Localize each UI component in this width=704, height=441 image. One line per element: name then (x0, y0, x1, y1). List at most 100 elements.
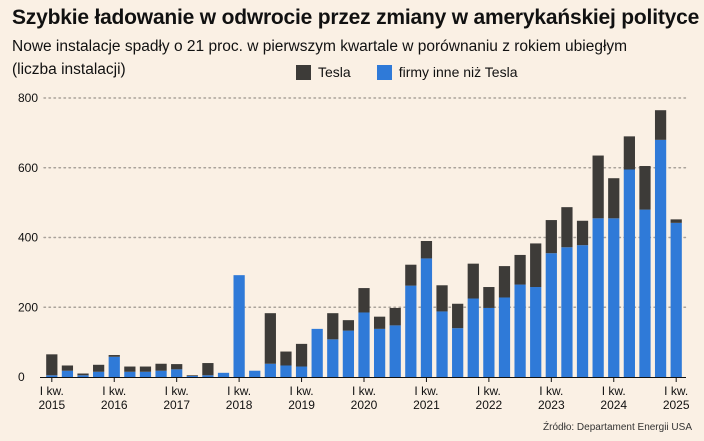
bar-tesla (452, 303, 464, 329)
bar-others (545, 253, 557, 377)
bar-others (405, 285, 417, 377)
bar-others (373, 328, 386, 377)
legend-label-tesla: Tesla (318, 64, 351, 80)
bar-others (483, 307, 495, 377)
bar-tesla (639, 166, 651, 210)
bar-tesla (608, 178, 620, 219)
x-tick-label-quarter: I kw. (290, 384, 314, 398)
bar-others (452, 328, 464, 377)
bar-others (342, 330, 355, 377)
bar-tesla (77, 373, 89, 376)
bar-others (124, 371, 136, 377)
bar-tesla (124, 366, 136, 372)
bar-others (514, 284, 526, 377)
bar-tesla (61, 365, 74, 371)
bar-tesla (545, 220, 557, 254)
bar-others (467, 298, 479, 377)
bar-tesla (155, 363, 167, 371)
bar-tesla (670, 219, 682, 223)
bar-tesla (405, 264, 417, 286)
y-tick-label: 0 (18, 370, 25, 384)
x-tick-label-year: 2023 (538, 398, 565, 412)
bar-tesla (514, 254, 526, 285)
legend-item-others: firmy inne niż Tesla (376, 64, 517, 80)
bar-others (264, 363, 276, 377)
bar-tesla (202, 363, 214, 376)
bar-others (561, 247, 573, 377)
legend-item-tesla: Tesla (296, 64, 351, 80)
bar-others (623, 169, 635, 377)
bar-tesla (342, 320, 355, 331)
bar-others (576, 245, 589, 377)
bar-others (654, 139, 667, 377)
bar-others (608, 218, 620, 377)
bar-others (639, 209, 651, 377)
bar-tesla (530, 243, 542, 288)
x-tick-label-year: 2021 (413, 398, 440, 412)
x-tick-label-quarter: I kw. (539, 384, 563, 398)
bar-others (327, 339, 339, 377)
bar-tesla (264, 313, 276, 364)
bar-tesla (420, 240, 433, 259)
bar-others (61, 370, 74, 377)
x-tick-label-year: 2018 (226, 398, 253, 412)
bar-tesla (436, 285, 448, 312)
x-tick-label-year: 2019 (288, 398, 315, 412)
x-tick-label-quarter: I kw. (477, 384, 501, 398)
bar-others (389, 325, 401, 377)
bar-others (249, 370, 261, 377)
x-tick-label-year: 2025 (663, 398, 690, 412)
bar-tesla (467, 263, 479, 299)
bar-tesla (46, 354, 58, 376)
source-note: Źródło: Departament Energii USA (543, 422, 692, 433)
chart-title: Szybkie ładowanie w odwrocie przez zmian… (12, 6, 700, 29)
chart-subtitle: Nowe instalacje spadły o 21 proc. w pier… (12, 38, 628, 55)
bar-others (108, 356, 120, 377)
bar-others (77, 375, 89, 377)
x-tick-label-quarter: I kw. (40, 384, 64, 398)
bar-others (295, 366, 308, 377)
bar-tesla (592, 155, 604, 219)
bar-others (155, 370, 167, 377)
x-tick-label-year: 2024 (600, 398, 627, 412)
bar-others (592, 218, 604, 377)
x-tick-label-quarter: I kw. (414, 384, 438, 398)
bar-others (436, 311, 448, 377)
bar-tesla (186, 375, 198, 376)
legend-swatch-tesla (296, 64, 311, 80)
bar-others (46, 375, 58, 377)
legend-swatch-others (376, 64, 392, 80)
x-tick-label-year: 2020 (351, 398, 378, 412)
bar-tesla (576, 220, 589, 246)
bar-others (498, 297, 511, 377)
bar-others (202, 375, 214, 377)
bar-tesla (373, 316, 386, 329)
bar-tesla (171, 364, 183, 370)
x-tick-label-year: 2022 (476, 398, 503, 412)
x-tick-label-quarter: I kw. (352, 384, 376, 398)
x-tick-label-year: 2016 (101, 398, 128, 412)
bar-tesla (295, 343, 308, 367)
bar-tesla (327, 313, 339, 340)
bar-others (233, 275, 245, 377)
legend: Tesla firmy inne niż Tesla (296, 64, 543, 80)
bar-tesla (280, 351, 292, 366)
bar-tesla (483, 287, 495, 308)
bar-tesla (654, 110, 667, 140)
x-tick-label-quarter: I kw. (165, 384, 189, 398)
x-tick-label-quarter: I kw. (102, 384, 126, 398)
bar-tesla (498, 266, 511, 298)
bar-others (217, 372, 230, 377)
bar-tesla (389, 307, 401, 326)
unit-note: (liczba instalacji) (12, 61, 126, 78)
bar-others (420, 258, 433, 377)
bar-others (139, 371, 152, 377)
bar-others (358, 312, 370, 377)
bar-tesla (358, 288, 370, 313)
bar-others (171, 369, 183, 377)
bar-others (280, 365, 292, 377)
x-tick-label-quarter: I kw. (602, 384, 626, 398)
bar-others (93, 371, 105, 377)
bar-others (186, 375, 198, 377)
